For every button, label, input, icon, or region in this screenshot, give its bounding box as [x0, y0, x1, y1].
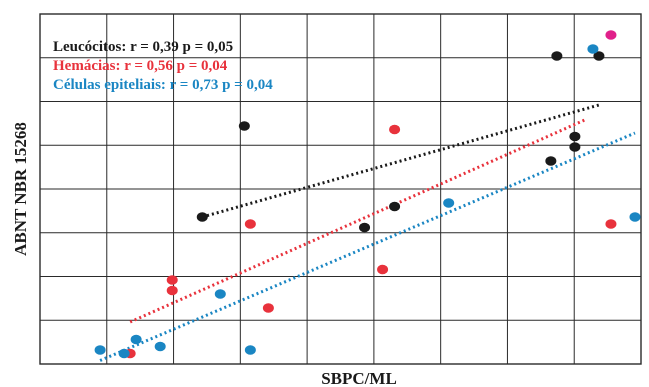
- data-point: [569, 131, 581, 142]
- data-point: [587, 44, 599, 54]
- legend-entry: Leucócitos: r = 0,39 p = 0,05: [53, 39, 233, 55]
- data-point: [166, 275, 178, 285]
- data-point: [377, 264, 389, 275]
- x-axis-label: SBPC/ML: [321, 369, 397, 387]
- data-point: [545, 156, 557, 166]
- data-point: [238, 121, 250, 131]
- data-point: [389, 124, 401, 135]
- y-axis-label: ABNT NBR 15268: [11, 122, 30, 256]
- data-point: [214, 289, 226, 299]
- data-point: [443, 198, 455, 208]
- legend: Leucócitos: r = 0,39 p = 0,05 Hemácias: r…: [53, 39, 273, 93]
- data-point: [569, 142, 581, 152]
- grid: [39, 13, 642, 365]
- data-point: [154, 341, 166, 352]
- trend-lines: [99, 103, 636, 362]
- legend-entry: Hemácias: r = 0,56 p = 0,04: [53, 58, 228, 74]
- data-point: [551, 51, 563, 61]
- data-point: [166, 285, 178, 296]
- data-point: [359, 222, 371, 233]
- trend-line: [201, 103, 600, 219]
- data-point: [629, 212, 641, 222]
- data-point: [389, 201, 401, 212]
- data-point: [593, 51, 605, 61]
- trend-line: [129, 117, 588, 324]
- legend-entry: Células epiteliais: r = 0,73 p = 0,04: [53, 77, 273, 93]
- data-points: [94, 30, 641, 359]
- data-point: [262, 303, 274, 313]
- data-point: [130, 334, 142, 345]
- data-point-highlight: [605, 30, 617, 40]
- data-point: [244, 219, 256, 229]
- data-point: [244, 345, 256, 355]
- data-point: [196, 212, 208, 222]
- data-point: [118, 348, 130, 359]
- trend-line: [99, 131, 636, 362]
- data-point: [94, 345, 106, 355]
- data-point: [605, 219, 617, 229]
